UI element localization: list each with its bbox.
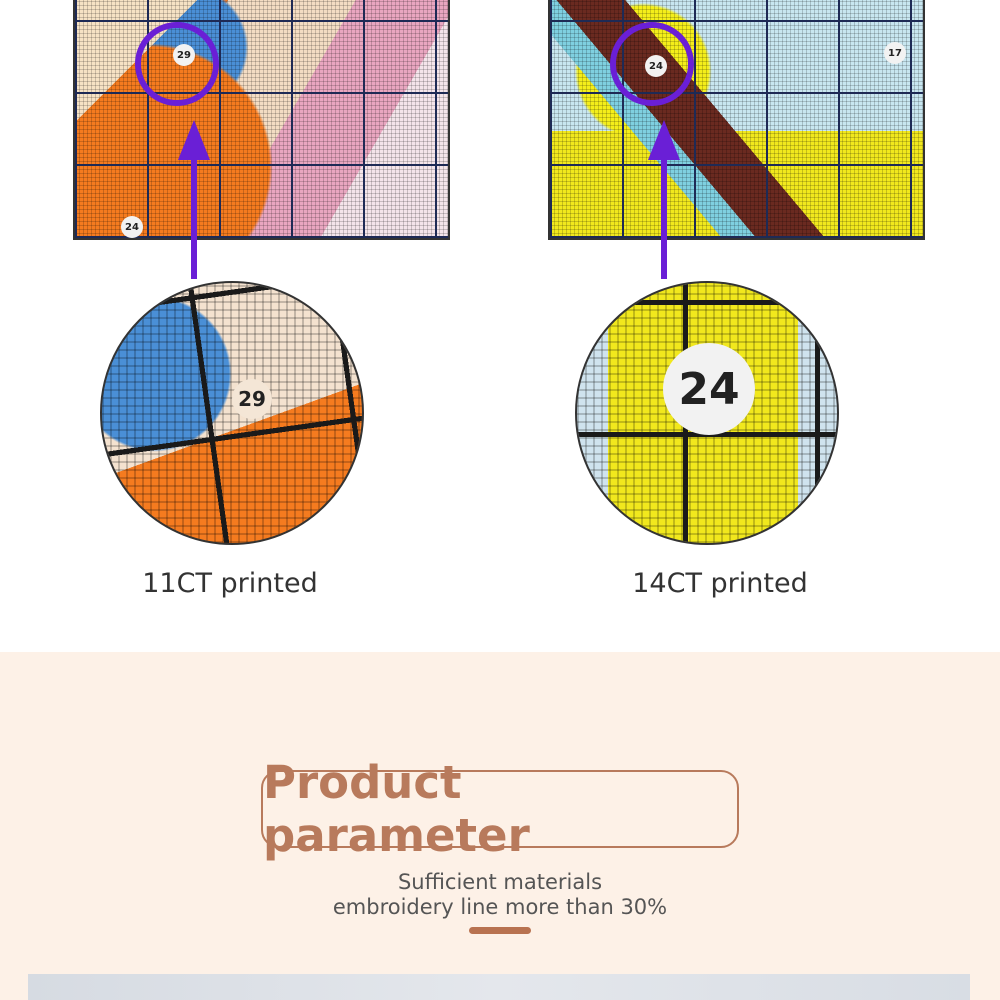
14ct-fabric-photo: 24 17 <box>548 0 925 240</box>
14ct-label: 14CT printed <box>632 568 808 599</box>
symbol-number: 24 <box>663 343 755 435</box>
highlight-circle <box>610 22 694 106</box>
highlight-circle <box>135 22 219 106</box>
symbol-number: 24 <box>121 216 143 238</box>
14ct-magnified-view: 24 <box>575 281 839 545</box>
11ct-magnified-view: 29 <box>100 281 364 545</box>
11ct-fabric-photo: 29 24 <box>73 0 450 240</box>
symbol-number: 17 <box>884 42 906 64</box>
divider-bar <box>469 927 531 934</box>
arrow-up-icon <box>178 120 210 160</box>
next-image-preview <box>28 974 970 1000</box>
section-title-box: Product parameter <box>261 756 739 862</box>
section-title: Product parameter <box>263 756 530 862</box>
section-subtitle: Sufficient materials embroidery line mor… <box>0 870 1000 920</box>
product-parameter-section: Product parameter Sufficient materials e… <box>0 652 1000 1000</box>
11ct-label: 11CT printed <box>142 568 318 599</box>
subtitle-line: embroidery line more than 30% <box>332 895 668 919</box>
arrow-up-icon <box>648 120 680 160</box>
subtitle-line: Sufficient materials <box>397 870 603 894</box>
symbol-number: 29 <box>232 379 272 419</box>
arrow-shaft <box>191 155 197 279</box>
arrow-shaft <box>661 155 667 279</box>
